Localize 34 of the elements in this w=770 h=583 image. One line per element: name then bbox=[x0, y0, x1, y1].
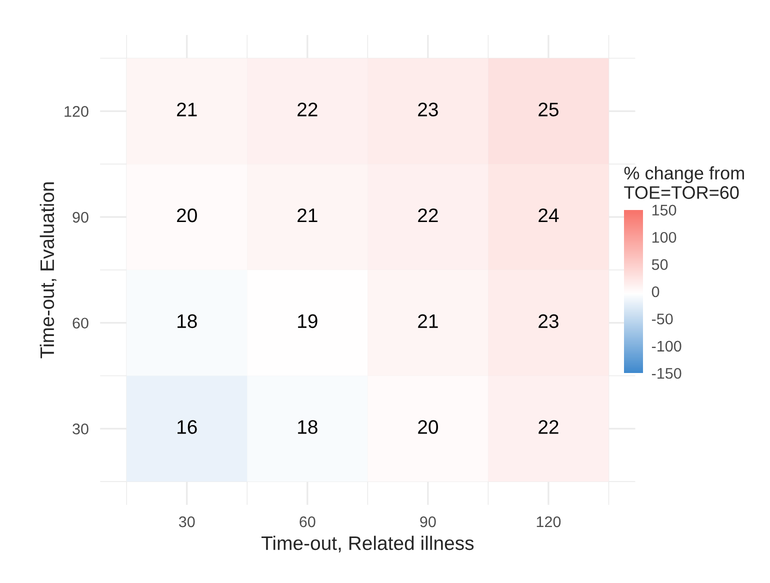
color-bar-label: 100 bbox=[652, 232, 676, 243]
color-bar-label: 0 bbox=[652, 286, 660, 298]
annotation: 18 bbox=[178, 314, 197, 328]
x-tick-label: 90 bbox=[420, 516, 436, 528]
y-tick-label: 120 bbox=[64, 106, 88, 117]
y-tick-label: 60 bbox=[72, 318, 88, 329]
annotation: 16 bbox=[178, 420, 197, 434]
annotation: 19 bbox=[298, 314, 318, 328]
x-axis-title: Time-out, Related illness bbox=[261, 536, 474, 552]
y-tick-label: 90 bbox=[72, 212, 88, 223]
x-tick-label: 30 bbox=[178, 516, 195, 528]
annotation: 21 bbox=[418, 314, 438, 328]
annotation: 22 bbox=[418, 208, 438, 222]
annotation: 18 bbox=[298, 420, 318, 434]
annotation: 25 bbox=[538, 102, 558, 116]
color-bar-label: -100 bbox=[652, 340, 682, 352]
y-axis-title: Time-out, Evaluation bbox=[40, 182, 56, 358]
annotation: 20 bbox=[418, 420, 438, 434]
color-bar-label: 150 bbox=[652, 204, 676, 216]
color-bar-label: -150 bbox=[652, 368, 682, 379]
color-bar-label: -50 bbox=[652, 314, 673, 324]
y-tick-label: 30 bbox=[72, 424, 88, 434]
annotation: 23 bbox=[418, 102, 438, 116]
annotation: 22 bbox=[538, 420, 558, 434]
annotation: 21 bbox=[298, 208, 318, 222]
color-bar-label: 50 bbox=[652, 259, 668, 270]
annotation: 24 bbox=[538, 208, 559, 222]
annotation: 21 bbox=[177, 102, 197, 116]
annotation: 23 bbox=[538, 314, 558, 328]
x-tick-label: 60 bbox=[300, 516, 316, 528]
annotation: 22 bbox=[298, 102, 318, 116]
color-bar-title: % change from TOE=TOR=60 bbox=[624, 166, 744, 199]
annotation: 20 bbox=[177, 208, 197, 222]
x-tick-label: 120 bbox=[536, 516, 561, 528]
